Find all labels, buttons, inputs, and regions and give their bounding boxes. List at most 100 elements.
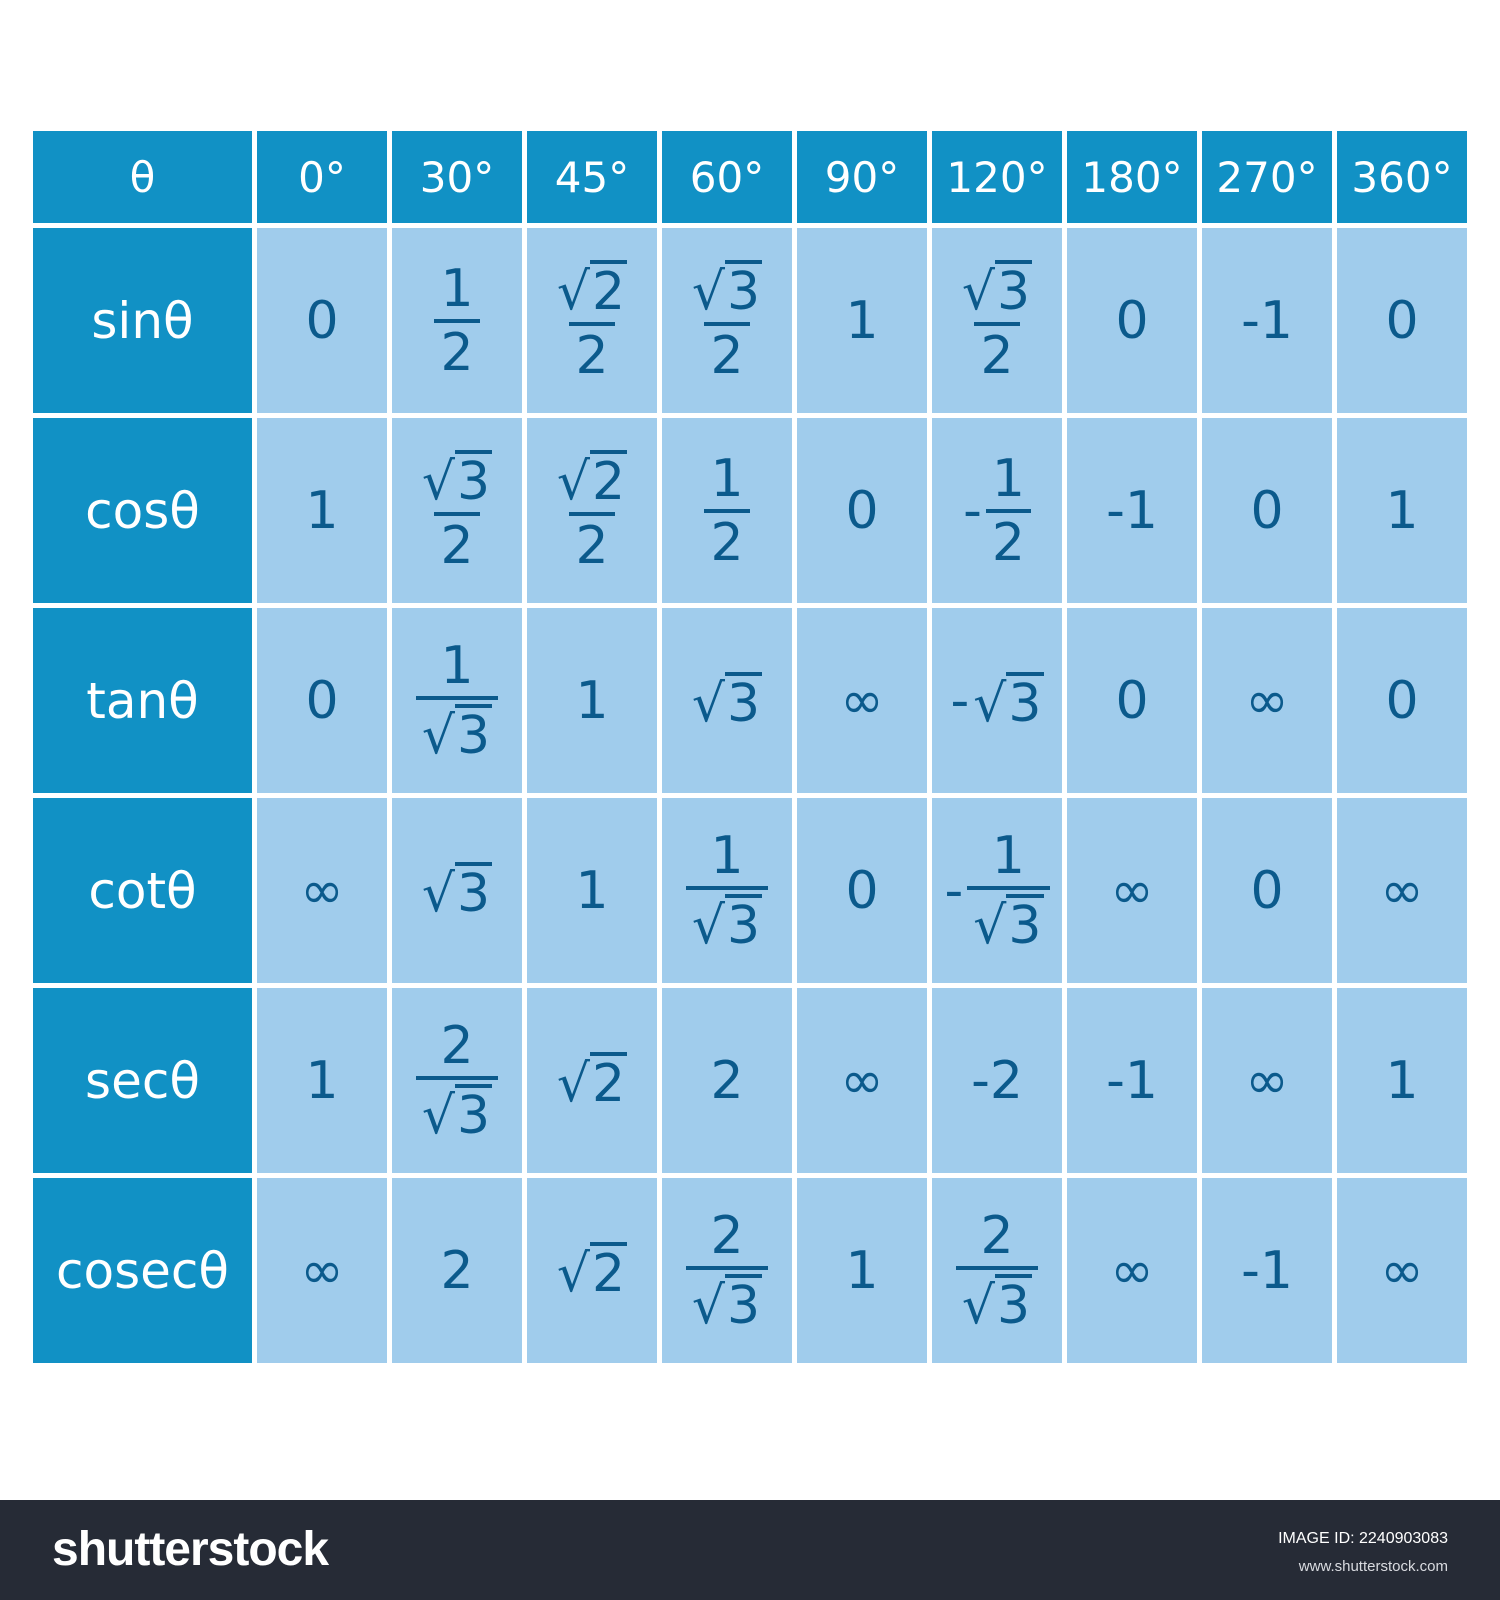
cell-value: √ 3 2 bbox=[686, 259, 768, 386]
cell-value: ∞ bbox=[1110, 865, 1153, 917]
table-cell: -1 √ 3 bbox=[932, 798, 1062, 983]
sqrt-expression: √ 2 bbox=[556, 1241, 628, 1304]
table-cell: 0 bbox=[1202, 798, 1332, 983]
radicand: 3 bbox=[995, 1273, 1033, 1336]
cell-value: 0 bbox=[845, 485, 878, 537]
value-text: ∞ bbox=[1380, 860, 1424, 921]
value-text: 1 bbox=[845, 1240, 879, 1301]
value-text: 1 bbox=[575, 670, 609, 731]
sqrt-sign: √ bbox=[691, 1275, 726, 1336]
table-cell: 1 bbox=[1337, 988, 1467, 1173]
cell-value: 0 bbox=[305, 295, 338, 347]
row-header-function: sinθ bbox=[33, 228, 252, 413]
brand-logo[interactable]: shutterstock bbox=[52, 1523, 329, 1576]
cell-value: 2 √ 3 bbox=[955, 1210, 1039, 1336]
table-cell: 1 bbox=[257, 988, 387, 1173]
value-text: 1 bbox=[305, 1050, 339, 1111]
fraction: 2 √ 3 bbox=[415, 1020, 499, 1142]
table-cell: - √ 3 bbox=[932, 608, 1062, 793]
table-cell: √ 3 bbox=[662, 608, 792, 793]
cell-value: 2 bbox=[440, 1245, 473, 1297]
sqrt-expression: √ 2 bbox=[557, 1051, 628, 1110]
table-cell: 2 √ 3 bbox=[392, 988, 522, 1173]
sqrt-expression: √ 3 bbox=[692, 893, 763, 956]
value-text: 0 bbox=[845, 480, 879, 541]
table-cell: ∞ bbox=[257, 1178, 387, 1363]
radicand: 2 bbox=[590, 449, 628, 512]
fraction-numerator: √ 3 bbox=[956, 259, 1038, 322]
value-text: 2 bbox=[710, 1050, 744, 1111]
cell-value: 0 bbox=[305, 675, 338, 727]
cell-value: ∞ bbox=[840, 1055, 883, 1107]
sqrt-expression: √ 3 bbox=[962, 259, 1033, 322]
denominator-text: 2 bbox=[710, 512, 744, 573]
fraction-denominator: 2 bbox=[704, 321, 750, 386]
sqrt-expression: √ 3 bbox=[692, 259, 763, 318]
column-header-angle: 45° bbox=[527, 131, 657, 223]
table-cell: 0 bbox=[797, 418, 927, 603]
fraction: √ 3 2 bbox=[416, 449, 498, 572]
sqrt-sign: √ bbox=[961, 1275, 996, 1336]
table-cell: 1 √ 3 bbox=[392, 608, 522, 793]
table-cell: ∞ bbox=[257, 798, 387, 983]
table-cell: 1 √ 3 bbox=[662, 798, 792, 983]
cell-value: ∞ bbox=[1380, 865, 1423, 917]
radicand: 2 bbox=[590, 1241, 628, 1304]
sqrt-expression: √ 3 bbox=[973, 893, 1044, 956]
value-text: 1 bbox=[1385, 1050, 1419, 1111]
cell-value: -1 bbox=[1241, 295, 1293, 347]
cell-value: 1 √ 3 bbox=[415, 640, 499, 762]
table-cell: √ 3 bbox=[392, 798, 522, 983]
table-cell: 0 bbox=[257, 228, 387, 413]
table-cell: -1 bbox=[1202, 1178, 1332, 1363]
minus-sign: - bbox=[950, 670, 970, 731]
row-header-function: cotθ bbox=[33, 798, 252, 983]
radicand: 3 bbox=[1006, 893, 1044, 956]
cell-value: 0 bbox=[1385, 675, 1418, 727]
cell-value: ∞ bbox=[300, 1245, 343, 1297]
cell-value: 1 bbox=[845, 295, 878, 347]
radicand: 3 bbox=[455, 861, 493, 924]
sqrt-sign: √ bbox=[556, 451, 591, 512]
table-cell: ∞ bbox=[1067, 1178, 1197, 1363]
cell-value: √ 2 bbox=[556, 1241, 628, 1304]
table-cell: 0 bbox=[1202, 418, 1332, 603]
cell-value: 0 bbox=[1115, 675, 1148, 727]
denominator-text: 2 bbox=[710, 325, 744, 386]
sqrt-sign: √ bbox=[973, 673, 1007, 734]
table-cell: -2 bbox=[932, 988, 1062, 1173]
fraction-numerator: 1 bbox=[704, 830, 749, 886]
radicand: 3 bbox=[995, 259, 1033, 322]
value-text: ∞ bbox=[1245, 1050, 1289, 1111]
row-header-function: tanθ bbox=[33, 608, 252, 793]
table-cell: 2 bbox=[392, 1178, 522, 1363]
site-url-link[interactable]: www.shutterstock.com bbox=[1298, 1558, 1448, 1575]
value-text: 1 bbox=[305, 480, 339, 541]
sqrt-sign: √ bbox=[556, 261, 591, 322]
fraction-numerator: 1 bbox=[434, 263, 479, 319]
table-cell: 2 √ 3 bbox=[932, 1178, 1062, 1363]
value-text: 0 bbox=[305, 290, 339, 351]
corner-theta-header: θ bbox=[33, 131, 252, 223]
sqrt-sign: √ bbox=[556, 1243, 591, 1304]
sqrt-sign: √ bbox=[421, 451, 456, 512]
sqrt-expression: √ 3 bbox=[692, 671, 763, 730]
table-cell: ∞ bbox=[1202, 988, 1332, 1173]
table-cell: √ 2 bbox=[527, 1178, 657, 1363]
fraction-denominator: 2 bbox=[434, 318, 480, 379]
sqrt-sign: √ bbox=[973, 895, 1007, 956]
radicand: 3 bbox=[725, 893, 763, 956]
table-cell: 2 bbox=[662, 988, 792, 1173]
table-cell: 1 bbox=[257, 418, 387, 603]
fraction-denominator: 2 bbox=[985, 508, 1031, 569]
cell-value: √ 3 2 bbox=[416, 449, 498, 572]
fraction: √ 3 2 bbox=[956, 259, 1038, 382]
table-cell: 0 bbox=[1067, 228, 1197, 413]
table-cell: ∞ bbox=[1067, 798, 1197, 983]
cell-value: ∞ bbox=[300, 865, 343, 917]
row-header-function: cosecθ bbox=[33, 1178, 252, 1363]
cell-value: 1 bbox=[575, 675, 608, 727]
